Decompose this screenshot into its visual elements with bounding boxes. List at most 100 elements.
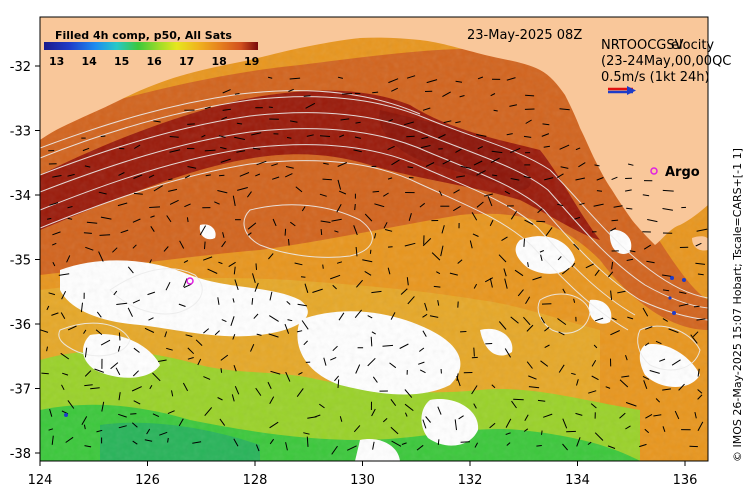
velocity-vector	[523, 238, 525, 247]
velocity-vector	[132, 244, 137, 249]
velocity-vector	[571, 262, 576, 268]
velocity-vector	[399, 343, 409, 349]
velocity-vector	[205, 174, 211, 177]
velocity-vector	[133, 347, 140, 353]
velocity-vector	[645, 413, 653, 419]
velocity-vector	[60, 352, 70, 360]
velocity-vector	[84, 347, 88, 358]
y-tick-label: -34	[10, 189, 31, 204]
velocity-vector	[662, 289, 670, 292]
velocity-vector	[489, 278, 493, 288]
velocity-vector	[131, 422, 138, 428]
velocity-vector	[694, 411, 697, 419]
velocity-vector	[339, 134, 345, 138]
velocity-vector	[610, 330, 620, 336]
velocity-vector	[52, 175, 62, 178]
velocity-vector	[484, 193, 493, 197]
velocity-vector	[372, 376, 378, 383]
velocity-vector	[51, 312, 59, 316]
velocity-vector	[642, 194, 650, 197]
velocity-vector	[420, 145, 431, 149]
velocity-vector	[355, 364, 361, 374]
velocity-vector	[678, 303, 689, 307]
velocity-vector	[101, 401, 105, 412]
velocity-vector	[460, 165, 471, 169]
velocity-vector	[288, 238, 290, 246]
velocity-vector	[171, 390, 174, 397]
velocity-vector	[322, 264, 324, 269]
velocity-vector	[289, 77, 301, 80]
velocity-vector	[152, 413, 160, 418]
velocity-vector	[99, 234, 111, 236]
velocity-vector	[169, 136, 179, 138]
velocity-vector	[510, 147, 521, 154]
velocity-vector	[220, 354, 229, 361]
velocity-vector	[306, 436, 309, 447]
velocity-vector	[288, 88, 294, 92]
velocity-vector	[186, 217, 189, 223]
velocity-vector	[80, 302, 83, 313]
velocity-vector	[469, 240, 473, 249]
velocity-vector	[387, 267, 391, 275]
velocity-vector	[383, 192, 389, 197]
velocity-vector	[199, 225, 207, 236]
velocity-vector	[133, 400, 141, 405]
velocity-vector	[544, 177, 554, 181]
velocity-vector	[498, 321, 507, 330]
velocity-vector	[270, 370, 281, 375]
velocity-vector	[232, 298, 235, 303]
velocity-vector	[455, 80, 463, 83]
colorbar-tick-label: 18	[212, 55, 227, 68]
velocity-vector	[268, 253, 274, 260]
velocity-vector	[383, 222, 388, 229]
velocity-vector	[695, 262, 706, 265]
velocity-vector	[67, 400, 75, 409]
velocity-vector	[90, 387, 100, 390]
velocity-vector	[133, 174, 143, 179]
velocity-vector	[503, 268, 507, 277]
velocity-vector	[574, 216, 581, 220]
x-tick-label: 128	[243, 473, 268, 488]
velocity-vector	[560, 166, 569, 169]
velocity-vector	[132, 440, 138, 445]
velocity-vector	[626, 207, 633, 210]
velocity-vector	[474, 442, 479, 448]
velocity-vector	[453, 205, 461, 212]
velocity-vector	[523, 175, 531, 179]
velocity-vector	[332, 345, 338, 352]
velocity-vector	[539, 250, 544, 253]
velocity-vector	[455, 148, 462, 153]
velocity-vector	[298, 371, 303, 375]
velocity-vector	[222, 232, 225, 238]
x-tick-label: 132	[458, 473, 483, 488]
y-tick-label: -32	[10, 60, 31, 75]
velocity-vector	[678, 383, 685, 391]
velocity-vector	[593, 344, 598, 349]
velocity-vector	[67, 206, 73, 209]
velocity-vector	[527, 262, 529, 267]
velocity-vector	[625, 425, 631, 430]
velocity-vector	[557, 318, 567, 326]
velocity-vector	[505, 432, 511, 435]
velocity-vector	[562, 443, 568, 451]
velocity-vector	[662, 388, 671, 391]
map-plot-area: Argo	[40, 17, 708, 461]
velocity-vector	[218, 261, 223, 265]
velocity-vector	[372, 441, 375, 450]
velocity-vector	[625, 189, 632, 192]
velocity-vector	[355, 121, 361, 124]
velocity-vector	[201, 134, 206, 138]
velocity-vector	[66, 255, 71, 263]
velocity-vector	[557, 256, 562, 261]
colorbar-tick-label: 19	[244, 55, 259, 68]
velocity-vector	[184, 203, 191, 208]
legend-line1b: elocity	[671, 38, 714, 53]
velocity-vector	[253, 147, 261, 150]
land-island	[692, 236, 708, 251]
y-axis: -32 -33 -34 -35 -36 -37 -38	[10, 60, 40, 462]
velocity-vector	[404, 412, 408, 417]
velocity-vector	[490, 93, 496, 97]
velocity-vector	[388, 78, 399, 84]
velocity-vector	[337, 179, 342, 190]
velocity-vector	[51, 242, 57, 246]
